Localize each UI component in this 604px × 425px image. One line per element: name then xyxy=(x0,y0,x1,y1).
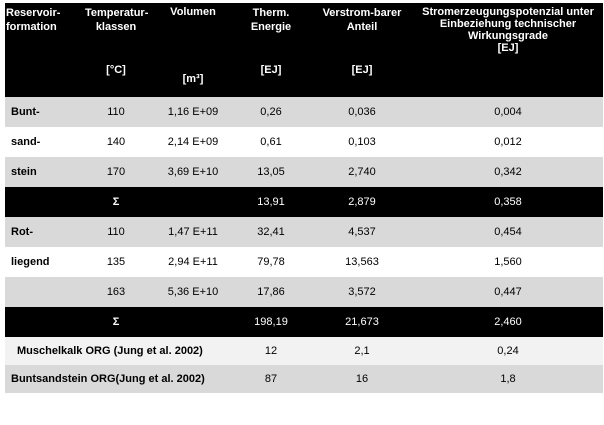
volume-cell: 2,14 E+09 xyxy=(167,136,219,148)
power-potential-cell: 0,454 xyxy=(494,226,522,238)
sum-symbol: Σ xyxy=(112,196,120,208)
header-cell: Reservoir-formation xyxy=(5,3,77,97)
convertible-share-cell: 13,563 xyxy=(345,256,379,268)
convertible-share-cell: 4,537 xyxy=(348,226,376,238)
header-cell: Therm. Energie [EJ] xyxy=(231,3,311,97)
convertible-share-cell: 2,1 xyxy=(354,345,370,357)
reference-label: Muschelkalk ORG (Jung et al. 2002) xyxy=(17,345,203,357)
header-cell: Temperatur-klassen [°C] xyxy=(77,3,155,97)
power-potential-cell: 0,012 xyxy=(494,136,522,148)
row-label: stein xyxy=(11,166,37,178)
power-potential-cell: 0,447 xyxy=(494,286,522,298)
temperature-cell: 163 xyxy=(106,286,126,298)
header-cell: Stromerzeugungspotenzial unter Einbezieh… xyxy=(413,3,603,97)
thermal-energy-cell: 198,19 xyxy=(254,316,288,328)
power-potential-cell: 2,460 xyxy=(494,316,522,328)
header-cell: Verstrom-barer Anteil [EJ] xyxy=(311,3,413,97)
table-row: stein 170 3,69 E+10 13,05 2,740 0,342 xyxy=(5,157,603,187)
row-label: Bunt- xyxy=(11,106,40,118)
table-row: liegend 135 2,94 E+11 79,78 13,563 1,560 xyxy=(5,247,603,277)
header-row: Reservoir-formation Temperatur-klassen [… xyxy=(5,3,603,97)
header-convertible-share: Verstrom-barer Anteil xyxy=(322,7,402,33)
thermal-energy-cell: 32,41 xyxy=(257,226,285,238)
table-row: sand- 140 2,14 E+09 0,61 0,103 0,012 xyxy=(5,127,603,157)
reference-row: Muschelkalk ORG (Jung et al. 2002) 12 2,… xyxy=(5,337,603,365)
row-label: sand- xyxy=(11,136,41,148)
volume-cell xyxy=(155,307,231,337)
thermal-energy-cell: 0,61 xyxy=(260,136,282,148)
convertible-share-cell: 2,879 xyxy=(348,196,376,208)
power-potential-cell: 0,358 xyxy=(494,196,522,208)
power-potential-cell: 0,24 xyxy=(497,345,519,357)
volume-cell: 3,69 E+10 xyxy=(167,166,219,178)
volume-cell: 1,47 E+11 xyxy=(168,226,218,238)
row-label xyxy=(5,187,77,217)
row-label xyxy=(5,277,77,307)
temperature-cell: 135 xyxy=(106,256,126,268)
power-potential-cell: 0,342 xyxy=(494,166,522,178)
header-temperature-unit: [°C] xyxy=(106,64,126,76)
table-row: Bunt- 110 1,16 E+09 0,26 0,036 0,004 xyxy=(5,97,603,127)
thermal-energy-cell: 17,86 xyxy=(257,286,285,298)
header-power-potential: Stromerzeugungspotenzial unter Einbezieh… xyxy=(422,6,594,42)
table-row: Rot- 110 1,47 E+11 32,41 4,537 0,454 xyxy=(5,217,603,247)
header-volume: Volumen xyxy=(170,6,216,18)
header-thermal-energy: Therm. Energie xyxy=(250,7,292,33)
thermal-energy-cell: 12 xyxy=(264,345,278,357)
header-temperature: Temperatur-klassen xyxy=(85,7,149,33)
sum-row: Σ 13,91 2,879 0,358 xyxy=(5,187,603,217)
header-power-unit: [EJ] xyxy=(497,42,519,54)
reference-row: Buntsandstein ORG(Jung et al. 2002) 87 1… xyxy=(5,365,603,393)
thermal-energy-cell: 79,78 xyxy=(257,256,285,268)
row-label xyxy=(5,307,77,337)
convertible-share-cell: 3,572 xyxy=(348,286,376,298)
sum-symbol: Σ xyxy=(112,316,120,328)
header-cell: Volumen [m³] xyxy=(155,3,231,97)
row-label: Rot- xyxy=(11,226,33,238)
reservoir-energy-table: Reservoir-formation Temperatur-klassen [… xyxy=(5,3,603,393)
convertible-share-cell: 0,103 xyxy=(348,136,376,148)
volume-cell: 2,94 E+11 xyxy=(168,256,218,268)
table-row: 163 5,36 E+10 17,86 3,572 0,447 xyxy=(5,277,603,307)
thermal-energy-cell: 13,05 xyxy=(257,166,285,178)
volume-cell xyxy=(155,187,231,217)
thermal-energy-cell: 87 xyxy=(264,373,278,385)
volume-cell: 5,36 E+10 xyxy=(167,286,219,298)
power-potential-cell: 1,8 xyxy=(500,373,516,385)
header-reservoir: Reservoir-formation xyxy=(6,7,61,33)
reference-label: Buntsandstein ORG(Jung et al. 2002) xyxy=(11,373,205,385)
header-convertible-unit: [EJ] xyxy=(351,64,373,76)
thermal-energy-cell: 0,26 xyxy=(260,106,282,118)
convertible-share-cell: 2,740 xyxy=(348,166,376,178)
convertible-share-cell: 16 xyxy=(355,373,369,385)
convertible-share-cell: 0,036 xyxy=(348,106,376,118)
temperature-cell: 170 xyxy=(106,166,126,178)
sum-row: Σ 198,19 21,673 2,460 xyxy=(5,307,603,337)
temperature-cell: 140 xyxy=(106,136,126,148)
power-potential-cell: 1,560 xyxy=(494,256,522,268)
temperature-cell: 110 xyxy=(107,226,125,238)
convertible-share-cell: 21,673 xyxy=(345,316,379,328)
thermal-energy-cell: 13,91 xyxy=(257,196,285,208)
volume-cell: 1,16 E+09 xyxy=(167,106,219,118)
header-thermal-unit: [EJ] xyxy=(260,64,282,76)
temperature-cell: 110 xyxy=(107,106,125,118)
row-label: liegend xyxy=(11,256,50,268)
header-volume-unit: [m³] xyxy=(182,73,204,85)
power-potential-cell: 0,004 xyxy=(494,106,522,118)
